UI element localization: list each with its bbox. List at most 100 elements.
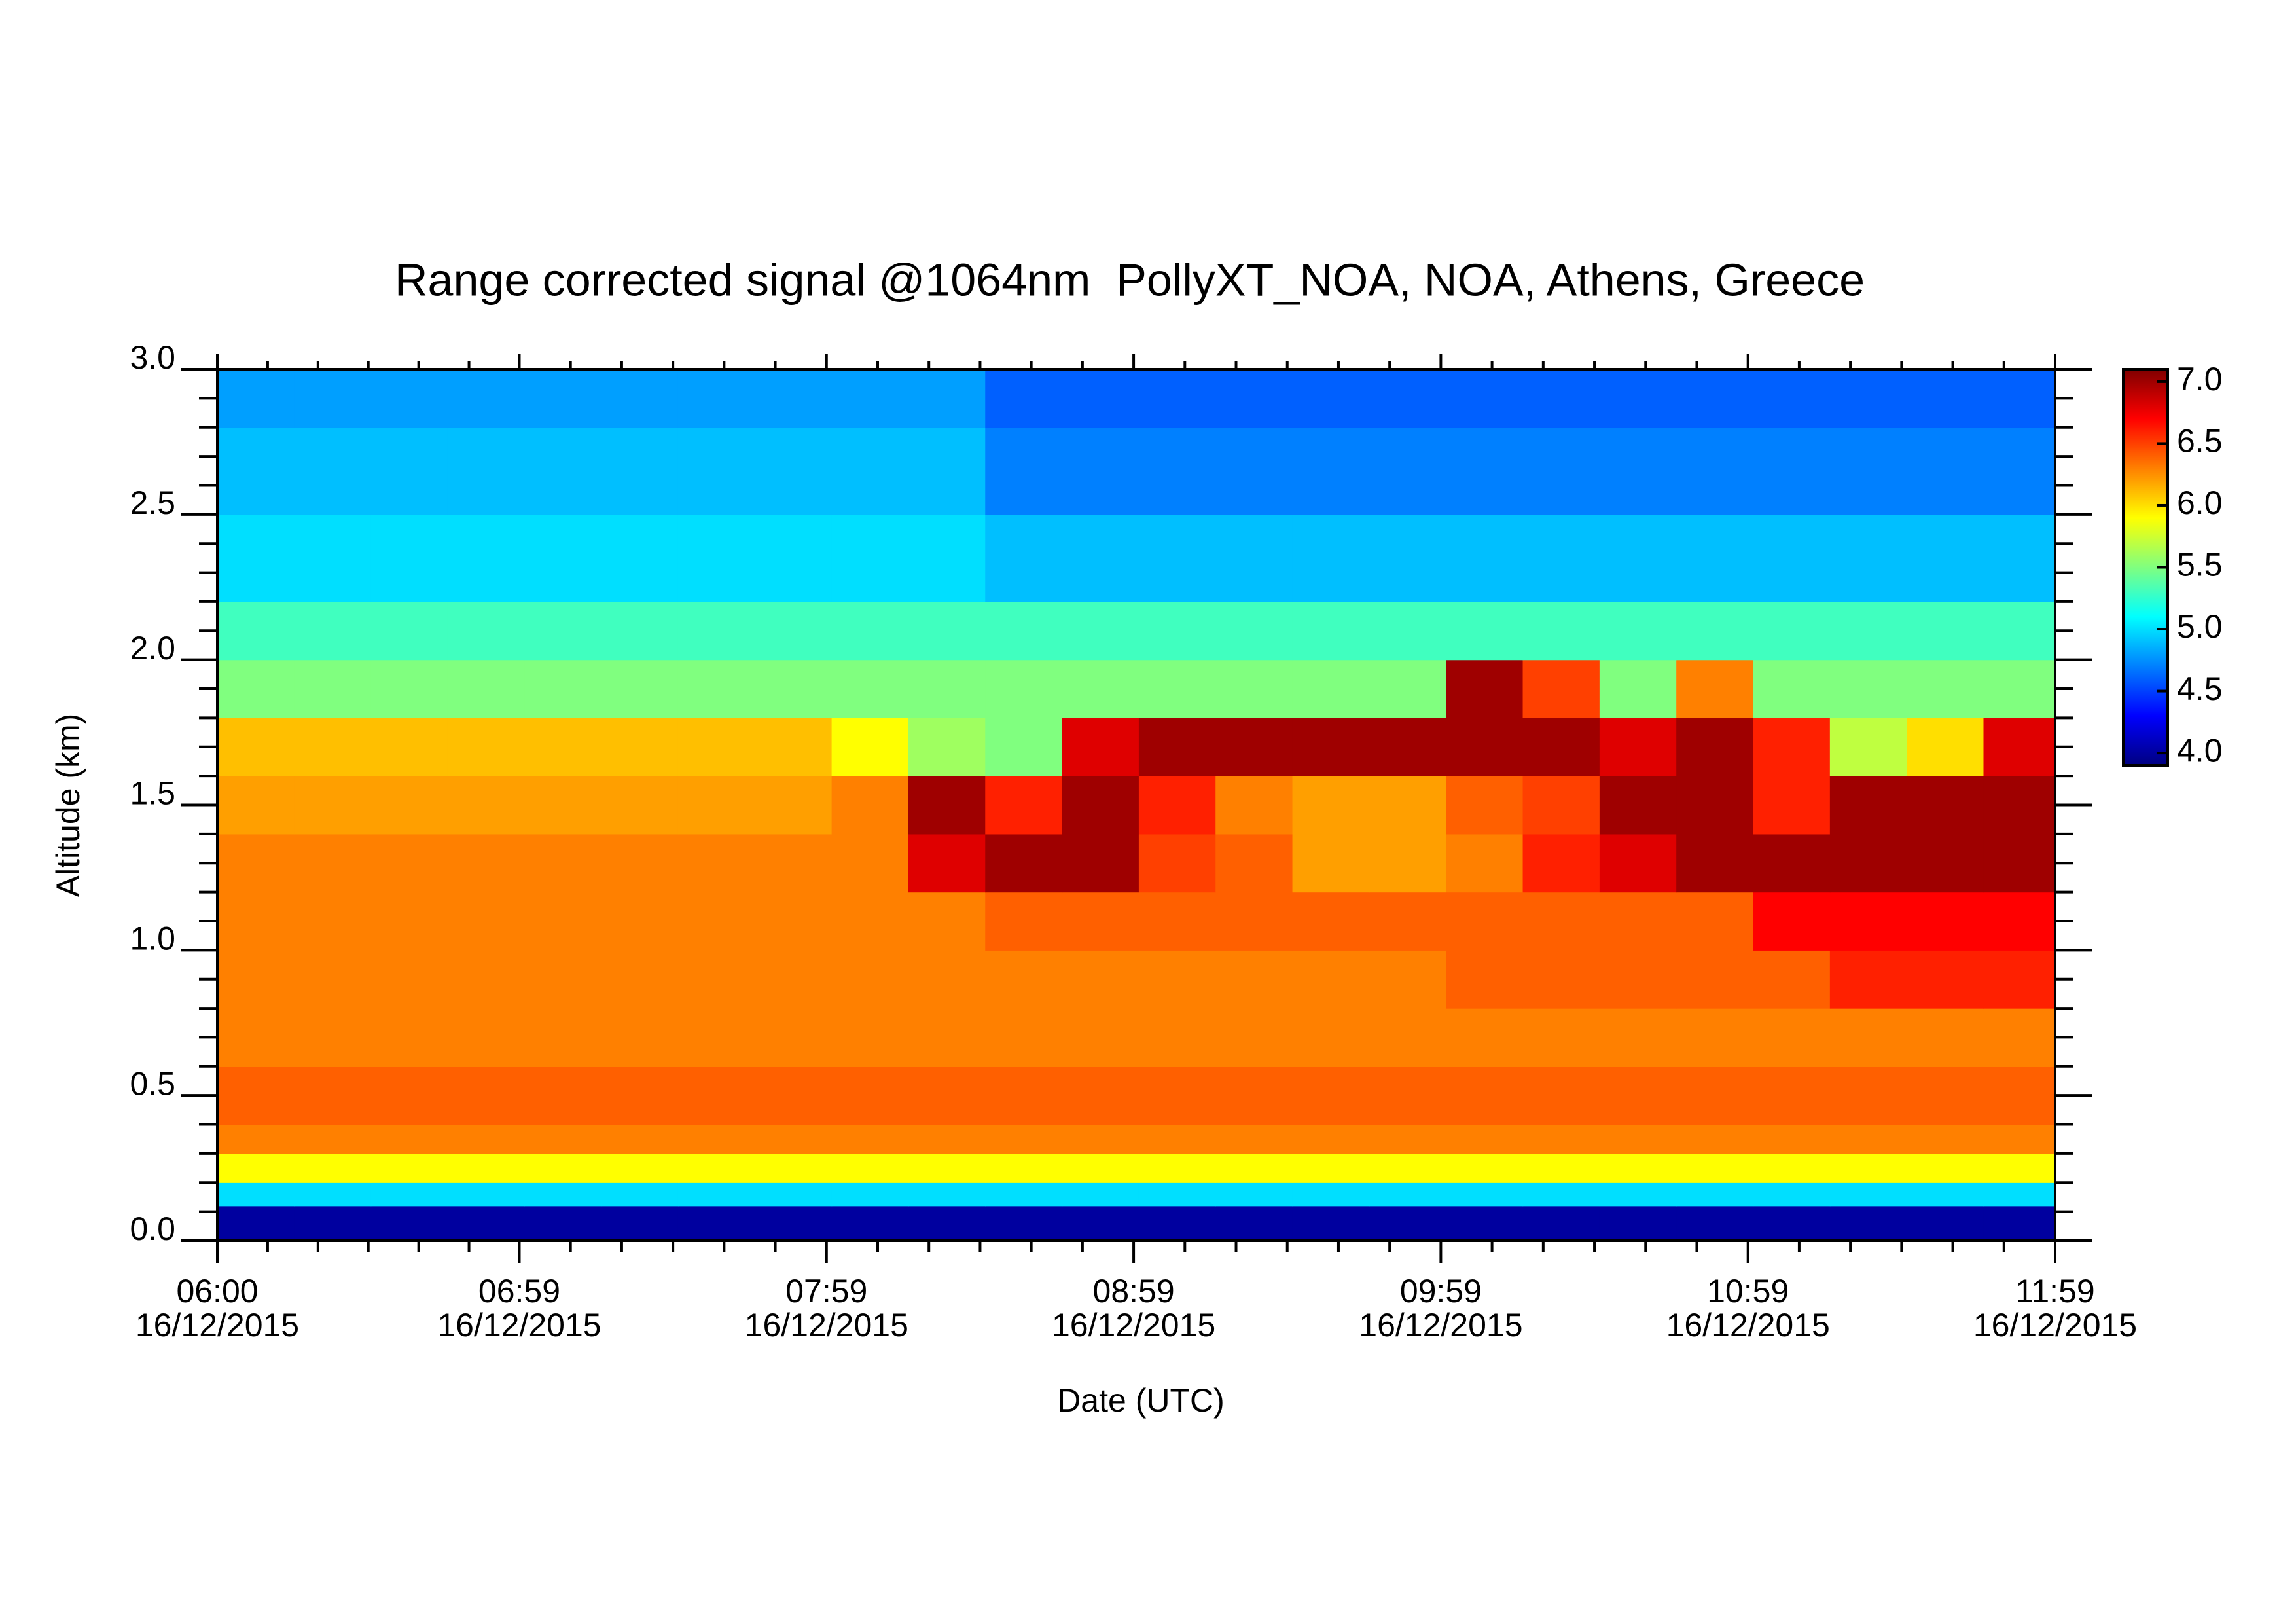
- heatmap-cell: [985, 601, 1063, 661]
- heatmap-cell: [1138, 1008, 1216, 1067]
- heatmap-cell: [1062, 950, 1139, 1009]
- x-tick-label: 06:00 16/12/2015: [135, 1273, 299, 1343]
- heatmap-cell: [217, 1182, 295, 1207]
- heatmap-cell: [1292, 892, 1370, 951]
- heatmap-cell: [294, 950, 372, 1009]
- heatmap-cell: [370, 1008, 448, 1067]
- heatmap-cell: [1062, 659, 1139, 718]
- heatmap-cell: [1522, 369, 1600, 428]
- heatmap-cell: [985, 1124, 1063, 1154]
- heatmap-cell: [294, 833, 372, 893]
- heatmap-cell: [217, 1205, 295, 1241]
- heatmap-cell: [1753, 1008, 1831, 1067]
- heatmap-cell: [294, 1008, 372, 1067]
- heatmap-cell: [1369, 776, 1446, 835]
- chart-title: Range corrected signal @1064nm PollyXT_N…: [395, 254, 1865, 305]
- heatmap-cell: [447, 950, 525, 1009]
- heatmap-cell: [217, 601, 295, 661]
- heatmap-cell: [1753, 659, 1831, 718]
- heatmap-cell: [1369, 427, 1446, 515]
- heatmap-cell: [831, 1066, 909, 1125]
- heatmap-cell: [1062, 1153, 1139, 1183]
- heatmap-cell: [1062, 1182, 1139, 1207]
- heatmap-cell: [985, 1066, 1063, 1125]
- heatmap-cell: [831, 892, 909, 951]
- heatmap-cell: [447, 1008, 525, 1067]
- heatmap-cell: [524, 659, 602, 718]
- x-tick-label: 11:59 16/12/2015: [1973, 1273, 2137, 1343]
- heatmap-cell: [1599, 892, 1677, 951]
- heatmap-cell: [1446, 718, 1524, 776]
- heatmap-cell: [1907, 833, 1984, 893]
- heatmap-cell: [370, 1153, 448, 1183]
- heatmap-cell: [1292, 427, 1370, 515]
- heatmap-cell: [1907, 1066, 1984, 1125]
- heatmap-cell: [1676, 601, 1754, 661]
- heatmap-cell: [1215, 369, 1293, 428]
- heatmap-cell: [1753, 950, 1831, 1009]
- heatmap-cell: [1138, 776, 1216, 835]
- heatmap-cell: [1829, 833, 1907, 893]
- heatmap-cell: [524, 1205, 602, 1241]
- heatmap-cell: [831, 718, 909, 776]
- heatmap-cell: [370, 1124, 448, 1154]
- heatmap-cell: [908, 1205, 986, 1241]
- heatmap-cell: [1753, 514, 1831, 602]
- heatmap-cell: [908, 892, 986, 951]
- heatmap-cell: [1753, 1205, 1831, 1241]
- heatmap-cell: [1138, 1153, 1216, 1183]
- heatmap-cell: [217, 659, 295, 718]
- heatmap-cell: [677, 1124, 755, 1154]
- heatmap-cell: [1062, 1205, 1139, 1241]
- heatmap-cell: [1369, 514, 1446, 602]
- heatmap-cell: [1215, 776, 1293, 835]
- heatmap-cell: [1522, 1153, 1600, 1183]
- heatmap-cell: [1292, 1066, 1370, 1125]
- heatmap-cell: [677, 950, 755, 1009]
- heatmap-cell: [1829, 950, 1907, 1009]
- heatmap-cell: [831, 514, 909, 602]
- heatmap-cell: [1369, 659, 1446, 718]
- heatmap-cell: [1676, 1008, 1754, 1067]
- heatmap-cell: [524, 776, 602, 835]
- colorbar-tick-label: 6.5: [2177, 423, 2223, 460]
- heatmap-cell: [831, 776, 909, 835]
- heatmap-cell: [908, 718, 986, 776]
- heatmap-cell: [1907, 659, 1984, 718]
- heatmap-cell: [1907, 1153, 1984, 1183]
- heatmap-cell: [1522, 892, 1600, 951]
- heatmap-cell: [1062, 718, 1139, 776]
- heatmap-cell: [217, 1008, 295, 1067]
- heatmap-cell: [1215, 892, 1293, 951]
- heatmap-cell: [908, 601, 986, 661]
- heatmap-cell: [1983, 950, 2056, 1009]
- heatmap-cell: [524, 369, 602, 428]
- heatmap-cell: [1215, 833, 1293, 893]
- heatmap-cell: [1907, 1008, 1984, 1067]
- heatmap-cell: [1215, 1153, 1293, 1183]
- heatmap-cell: [1369, 369, 1446, 428]
- heatmap-cell: [447, 659, 525, 718]
- heatmap-cell: [1062, 427, 1139, 515]
- heatmap-cell: [524, 1066, 602, 1125]
- heatmap-cell: [447, 833, 525, 893]
- heatmap-cell: [1829, 1008, 1907, 1067]
- heatmap-cell: [1753, 776, 1831, 835]
- heatmap-cell: [601, 1066, 679, 1125]
- heatmap-cell: [985, 776, 1063, 835]
- heatmap-cell: [601, 601, 679, 661]
- heatmap-cell: [1522, 1205, 1600, 1241]
- heatmap-cell: [601, 514, 679, 602]
- heatmap-cell: [985, 514, 1063, 602]
- heatmap-cell: [447, 369, 525, 428]
- heatmap-cell: [908, 1182, 986, 1207]
- heatmap-cell: [1829, 659, 1907, 718]
- heatmap-cell: [1446, 1124, 1524, 1154]
- heatmap-cell: [755, 776, 833, 835]
- heatmap-cell: [1983, 601, 2056, 661]
- heatmap-cell: [1446, 514, 1524, 602]
- heatmap-cell: [294, 1182, 372, 1207]
- heatmap-cell: [1753, 1182, 1831, 1207]
- heatmap-cell: [1369, 1008, 1446, 1067]
- heatmap-cell: [1138, 427, 1216, 515]
